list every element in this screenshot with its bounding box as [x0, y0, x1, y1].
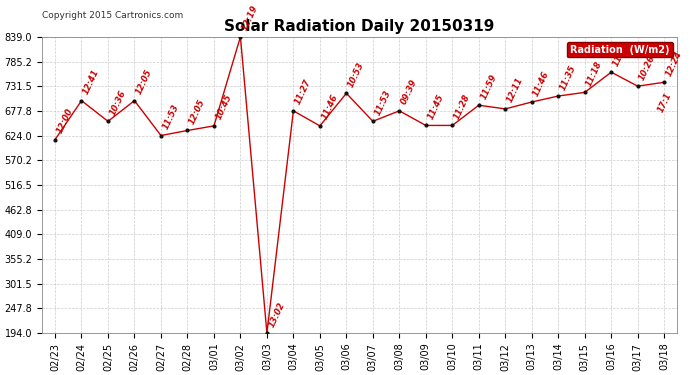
Text: 11:59: 11:59	[479, 72, 498, 100]
Text: 11:45: 11:45	[426, 93, 445, 121]
Text: 11:46: 11:46	[320, 93, 339, 121]
Text: 12:19: 12:19	[240, 4, 260, 32]
Text: 12:24: 12:24	[664, 50, 684, 78]
Text: Copyright 2015 Cartronics.com: Copyright 2015 Cartronics.com	[42, 11, 183, 20]
Text: 11:27: 11:27	[293, 78, 313, 106]
Text: 10:53: 10:53	[346, 60, 366, 89]
Text: 11:20: 11:20	[611, 39, 631, 68]
Text: 12:00: 12:00	[55, 107, 75, 135]
Title: Solar Radiation Daily 20150319: Solar Radiation Daily 20150319	[224, 19, 495, 34]
Text: 11:28: 11:28	[453, 93, 472, 121]
Text: 12:05: 12:05	[188, 98, 207, 126]
Text: 17:1: 17:1	[656, 92, 673, 114]
Text: 12:41: 12:41	[81, 68, 101, 96]
Text: 09:39: 09:39	[400, 78, 419, 106]
Text: 12:11: 12:11	[505, 76, 525, 104]
Text: 11:53: 11:53	[161, 103, 181, 131]
Text: 12:05: 12:05	[135, 68, 154, 96]
Text: 13:02: 13:02	[267, 300, 286, 328]
Legend: Radiation  (W/m2): Radiation (W/m2)	[567, 42, 673, 57]
Text: 10:26: 10:26	[638, 53, 658, 82]
Text: 10:45: 10:45	[214, 93, 233, 121]
Text: 11:35: 11:35	[558, 63, 578, 92]
Text: 10:36: 10:36	[108, 88, 128, 117]
Text: 11:53: 11:53	[373, 88, 393, 117]
Text: 11:18: 11:18	[584, 60, 604, 88]
Text: 11:46: 11:46	[532, 69, 551, 98]
